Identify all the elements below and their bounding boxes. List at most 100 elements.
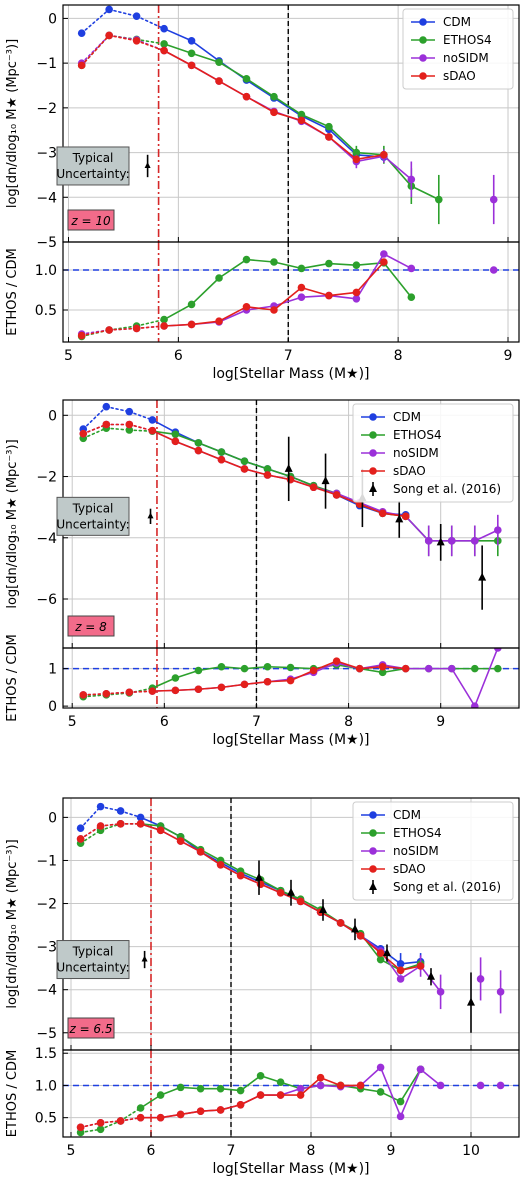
- data-point: [297, 264, 306, 273]
- series-segment: [450, 667, 476, 707]
- series-segment: [135, 325, 165, 330]
- series-segment: [135, 318, 165, 327]
- data-point: [148, 687, 157, 695]
- series-segment: [108, 327, 138, 331]
- series-segment: [289, 669, 315, 682]
- uncertainty-label: Uncertainty:: [56, 167, 129, 181]
- ticks: 5 6 7 8 9 10 0 −1 −2 −3 −4 −5 0.5 1.0 1.5: [35, 810, 480, 1159]
- series-segment: [197, 686, 223, 691]
- data-point: [401, 664, 410, 673]
- series-segment: [383, 253, 413, 270]
- series-segment: [105, 692, 131, 696]
- series-segment: [245, 79, 275, 99]
- data-point: [77, 29, 86, 37]
- series-segment: [243, 460, 269, 470]
- data-point: [356, 932, 365, 940]
- obs-marker: [467, 997, 475, 1006]
- redshift-text: z = 6.5: [68, 1022, 112, 1036]
- obs-marker: [395, 514, 404, 523]
- x-tick-label: 10: [462, 1143, 480, 1159]
- data-point: [148, 426, 157, 435]
- data-point: [156, 1113, 165, 1122]
- series-segment: [358, 667, 384, 674]
- data-point: [352, 155, 361, 164]
- legend-label: Song et al. (2016): [393, 880, 501, 894]
- series-segment: [82, 692, 108, 696]
- legend-box: [352, 801, 514, 901]
- series-segment: [410, 185, 440, 201]
- series-segment: [119, 1107, 142, 1122]
- legend: CDM ETHOS4 noSIDM sDAO Song et al. (2016): [352, 801, 514, 901]
- legend-label: noSIDM: [443, 51, 489, 65]
- data-point: [196, 1084, 205, 1093]
- legend-label: CDM: [393, 808, 421, 822]
- y-tick-label: −6: [36, 592, 57, 608]
- series-segment: [273, 286, 303, 311]
- data-point: [416, 1065, 425, 1074]
- data-point: [242, 303, 251, 311]
- obs-marker: [319, 905, 327, 913]
- data-point: [102, 402, 111, 411]
- y-tick-label: −5: [36, 235, 57, 251]
- series-segment: [197, 442, 223, 453]
- series-segment: [105, 691, 131, 695]
- data-point: [270, 92, 278, 101]
- data-point: [376, 949, 385, 957]
- series-segment: [139, 1094, 162, 1109]
- series-segment: [245, 77, 275, 98]
- series-segment: [245, 305, 275, 311]
- observations: [255, 860, 475, 1033]
- series-segment: [151, 689, 177, 692]
- legend-box: [402, 8, 514, 90]
- data-point: [424, 537, 433, 545]
- data-point: [160, 46, 168, 55]
- data-point: [116, 1117, 125, 1125]
- data-point: [436, 1081, 445, 1090]
- x-tick-label: 5: [67, 1143, 76, 1159]
- data-point: [489, 195, 498, 204]
- data-point: [116, 807, 125, 815]
- series-sDAO: [76, 820, 425, 975]
- data-point: [297, 283, 306, 292]
- data-point: [396, 960, 405, 968]
- ratio-series-sDAO: [79, 657, 410, 699]
- obs-marker: [321, 476, 330, 485]
- data-point: [136, 813, 145, 822]
- data-point: [242, 255, 251, 264]
- data-point: [494, 648, 502, 652]
- obs-marker: [351, 924, 359, 933]
- series-segment: [381, 665, 407, 670]
- ratio-y-tick-label: 1.0: [35, 1078, 57, 1094]
- x-tick-label: 9: [504, 348, 513, 364]
- obs-marker: [255, 872, 263, 881]
- ratio-y-tick-label: 1.0: [35, 263, 57, 279]
- data-point: [286, 676, 295, 685]
- legend-label: sDAO: [393, 464, 426, 478]
- series-segment: [220, 458, 246, 470]
- series-sDAO: [77, 31, 388, 164]
- data-point: [407, 293, 416, 302]
- x-tick-label: 9: [387, 1143, 396, 1159]
- data-point: [236, 871, 245, 880]
- series-segment: [355, 261, 385, 294]
- series-segment: [174, 433, 200, 444]
- legend-marker: [369, 413, 377, 421]
- data-point: [176, 1083, 185, 1092]
- series-segment: [245, 258, 275, 263]
- series-segment: [266, 468, 292, 478]
- data-point: [187, 320, 196, 329]
- uncertainty-box: [56, 146, 130, 186]
- series-segment: [174, 669, 200, 679]
- data-point: [470, 702, 479, 708]
- data-point: [470, 664, 479, 673]
- series-segment: [355, 155, 385, 163]
- data-point: [156, 826, 165, 835]
- y-tick-label: −4: [36, 983, 57, 999]
- data-point: [270, 258, 278, 266]
- data-point: [160, 322, 168, 330]
- series-segment: [128, 429, 154, 433]
- legend-marker: [419, 72, 427, 80]
- x-axis-label: log[Stellar Mass (M★)]: [212, 1161, 369, 1177]
- data-point: [263, 677, 272, 686]
- data-point: [136, 1113, 145, 1122]
